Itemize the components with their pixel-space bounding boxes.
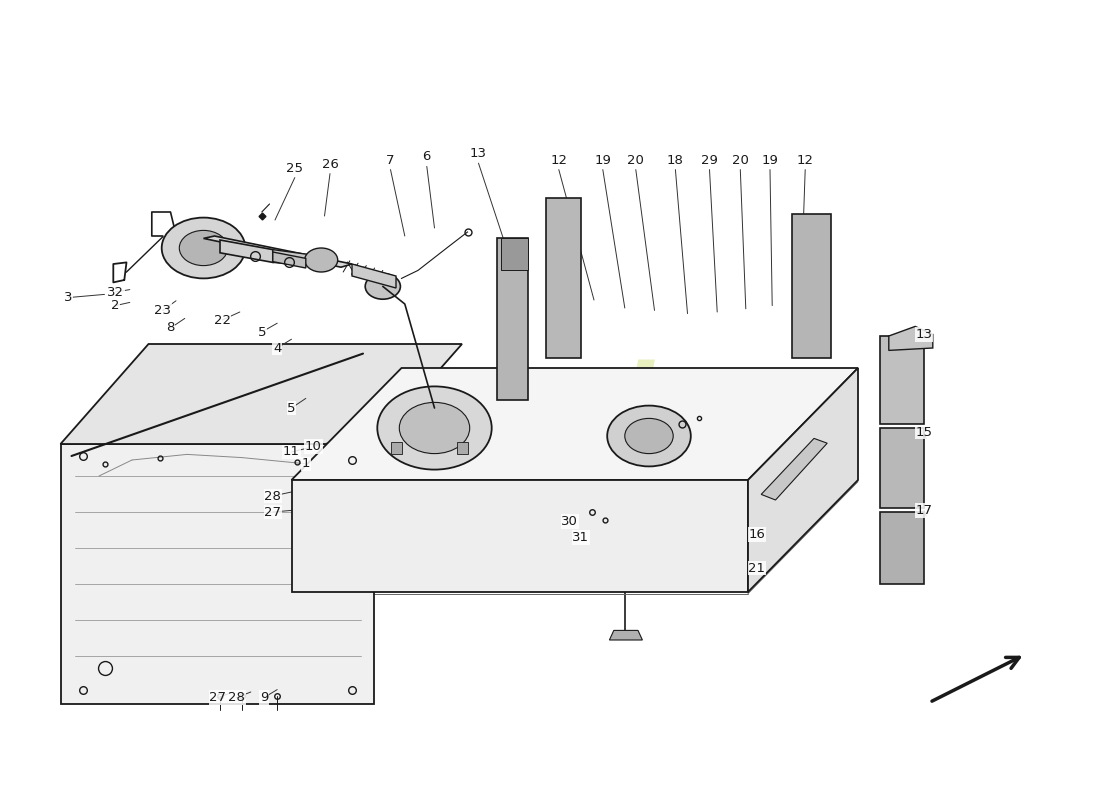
Text: 5: 5 (257, 326, 266, 338)
Polygon shape (292, 368, 858, 480)
Text: 19: 19 (761, 154, 779, 166)
Text: 6: 6 (422, 150, 431, 163)
Text: 25: 25 (286, 162, 304, 174)
Text: 12: 12 (550, 154, 568, 166)
Polygon shape (546, 198, 581, 358)
Circle shape (305, 248, 338, 272)
Text: a panc  llur  parts since 1985: a panc llur parts since 1985 (310, 486, 614, 506)
Polygon shape (748, 368, 858, 592)
Text: 2: 2 (111, 299, 120, 312)
Polygon shape (220, 240, 273, 262)
Text: 5: 5 (287, 402, 296, 414)
Text: 4: 4 (273, 342, 282, 354)
Circle shape (399, 402, 470, 454)
Polygon shape (292, 480, 748, 592)
Text: 7: 7 (386, 154, 395, 166)
Text: 29: 29 (701, 154, 718, 166)
Text: 27: 27 (209, 691, 227, 704)
Text: 11: 11 (283, 446, 300, 458)
Circle shape (179, 230, 228, 266)
Polygon shape (500, 238, 528, 270)
Text: 13: 13 (470, 147, 487, 160)
Polygon shape (273, 250, 308, 266)
Circle shape (365, 274, 400, 299)
Text: 9: 9 (260, 691, 268, 704)
Circle shape (625, 418, 673, 454)
Polygon shape (792, 214, 830, 358)
Text: 27: 27 (264, 506, 282, 518)
Text: 32: 32 (107, 286, 124, 298)
Text: europarts: europarts (201, 354, 723, 446)
Text: 23: 23 (154, 304, 172, 317)
Text: 3: 3 (64, 291, 73, 304)
Polygon shape (60, 444, 374, 704)
Polygon shape (880, 512, 924, 584)
Text: 17: 17 (915, 504, 933, 517)
Text: 20: 20 (627, 154, 645, 166)
Text: 21: 21 (748, 562, 766, 574)
Circle shape (162, 218, 245, 278)
Polygon shape (204, 236, 352, 267)
Text: 19: 19 (594, 154, 612, 166)
Text: 31: 31 (572, 531, 590, 544)
Text: 30: 30 (561, 515, 579, 528)
Text: 22: 22 (213, 314, 231, 326)
Text: 8: 8 (166, 322, 175, 334)
Polygon shape (60, 344, 462, 444)
Polygon shape (390, 442, 402, 454)
Text: 28: 28 (264, 490, 282, 502)
Text: 18: 18 (667, 154, 684, 166)
Text: 26: 26 (321, 158, 339, 170)
Polygon shape (880, 336, 924, 424)
Polygon shape (889, 326, 933, 350)
Polygon shape (497, 238, 528, 400)
Text: 12: 12 (796, 154, 814, 166)
Circle shape (607, 406, 691, 466)
Polygon shape (352, 264, 396, 288)
Text: 16: 16 (748, 528, 766, 541)
Polygon shape (609, 630, 642, 640)
Text: 13: 13 (915, 328, 933, 341)
Text: 1: 1 (301, 458, 310, 470)
Polygon shape (880, 428, 924, 508)
Text: 28: 28 (228, 691, 245, 704)
Text: 15: 15 (915, 426, 933, 438)
Text: 20: 20 (732, 154, 749, 166)
Text: 10: 10 (305, 440, 322, 453)
Polygon shape (761, 438, 827, 500)
Circle shape (377, 386, 492, 470)
Polygon shape (273, 252, 306, 268)
Polygon shape (456, 442, 468, 454)
